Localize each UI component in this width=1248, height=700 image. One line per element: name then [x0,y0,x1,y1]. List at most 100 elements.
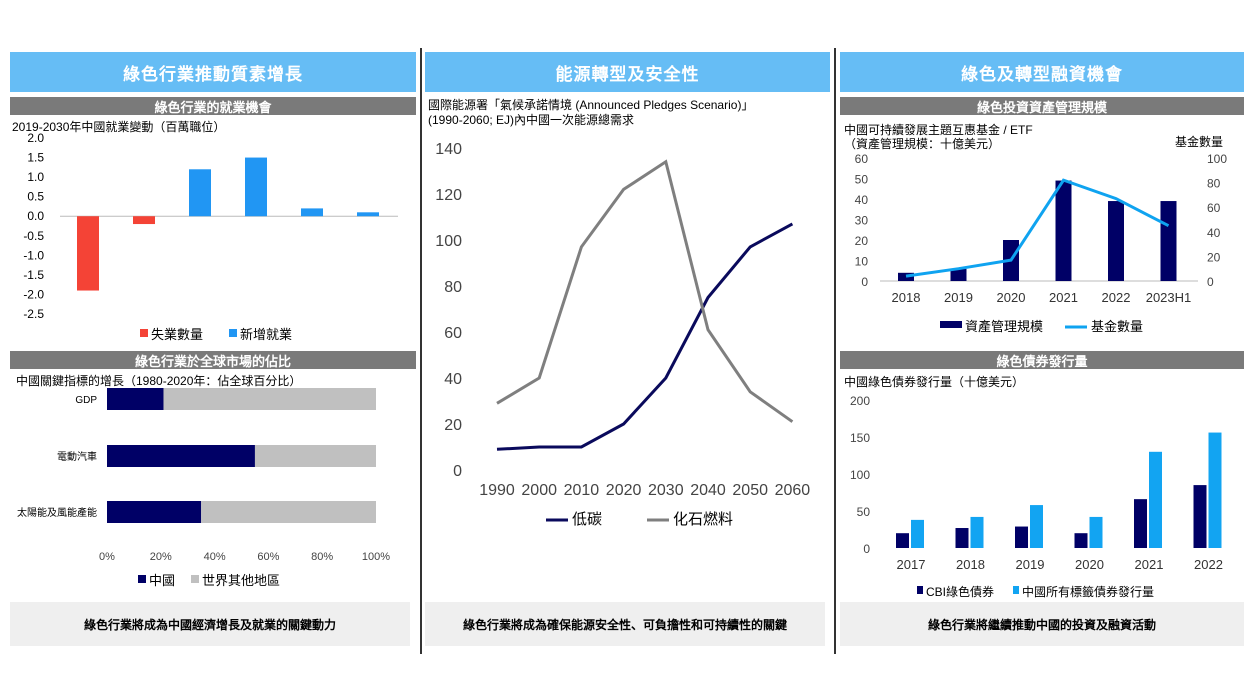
bar [1015,526,1028,548]
bar-segment [107,501,202,523]
bar [301,208,323,217]
y-tick-label: 0.5 [27,190,44,204]
y2-tick-label: 60 [1207,201,1221,215]
chart-caption-energy-2: (1990-2060; EJ)內中國一次能源總需求 [428,113,635,127]
x-tick-label: 2018 [892,290,921,305]
legend-label: 中國 [149,573,175,588]
x-tick-label: 2020 [997,290,1026,305]
bar [357,212,379,217]
legend-label: 化石燃料 [673,510,733,528]
chart-caption-jobs: 2019-2030年中國就業變動（百萬職位） [12,120,226,134]
bar [896,533,909,548]
bar-segment [163,388,376,410]
legend-swatch [140,329,148,337]
chart-caption-aum-2: （資產管理規模：十億美元） [844,137,1001,151]
category-label: 太陽能及風能產能 [17,506,97,519]
y-tick-label: 60 [444,325,462,342]
chart-caption-bonds: 中國綠色債券發行量（十億美元） [844,375,1025,389]
legend-label: 中國所有標籤債券發行量 [1022,584,1154,599]
bar [911,519,924,548]
bar [133,216,155,225]
x-tick-label: 0% [99,551,115,563]
right-axis-title: 基金數量 [1175,135,1224,149]
bar [950,268,967,281]
column-financing: 綠色及轉型融資機會 [840,52,1244,92]
column-energy: 能源轉型及安全性 [425,52,830,92]
bar [1208,432,1222,548]
x-tick-label: 2010 [564,482,600,499]
bar [1134,499,1147,548]
legend-label: 新增就業 [240,327,292,342]
x-tick-label: 2022 [1194,557,1223,572]
x-tick-label: 2019 [1016,557,1045,572]
y-tick-label: -2.0 [23,287,44,301]
y-tick-label: 40 [444,371,462,388]
column-header: 綠色行業推動質素增長 [10,52,416,92]
panel-subheader-aum: 綠色投資資產管理規模 [840,97,1244,115]
bar [1089,516,1103,548]
y2-tick-label: 0 [1207,275,1214,289]
y-tick-label: 1.0 [27,170,44,184]
column-header: 能源轉型及安全性 [425,52,830,92]
y-tick-label: 60 [855,152,869,166]
legend-label: 低碳 [572,511,602,528]
bar [1160,201,1177,281]
bar [1193,485,1207,548]
bar-segment [107,388,164,410]
y-tick-label: -0.5 [23,229,44,243]
column-footer-3: 綠色行業將繼續推動中國的投資及融資活動 [840,602,1244,646]
legend-swatch [138,575,146,583]
bar [970,516,984,548]
y-tick-label: 0 [453,463,462,480]
y-tick-label: 150 [850,431,870,445]
y-tick-label: 120 [435,187,462,204]
y-tick-label: 40 [855,193,869,207]
bar [1108,201,1124,281]
bar-segment [107,445,255,467]
y2-tick-label: 80 [1207,177,1221,191]
chart-caption-aum-1: 中國可持續發展主題互惠基金 / ETF [844,123,1033,137]
bar [898,272,914,281]
y-tick-label: 140 [435,141,462,158]
column-green-growth: 綠色行業推動質素增長 [10,52,416,92]
column-footer-2: 綠色行業將成為確保能源安全性、可負擔性和可持續性的關鍵 [425,602,825,646]
bar-segment [201,501,376,523]
legend-swatch [191,575,199,583]
chart-caption-global-share: 中國關鍵指標的增長（1980-2020年：佔全球百分比） [16,374,302,388]
legend-swatch [1013,586,1019,594]
x-tick-label: 2040 [690,482,726,499]
y-tick-label: -2.5 [23,307,44,321]
column-divider [834,48,836,654]
x-tick-label: 2017 [897,557,926,572]
series-line [496,159,794,423]
panel-subheader-jobs: 綠色行業的就業機會 [10,97,416,115]
y-tick-label: 100 [435,233,462,250]
x-tick-label: 1990 [479,482,515,499]
y-tick-label: 20 [855,234,869,248]
y-tick-label: 0.0 [27,209,44,223]
x-tick-label: 2018 [956,557,985,572]
x-tick-label: 2030 [648,482,684,499]
y-tick-label: 200 [850,394,870,408]
legend-label: 失業數量 [151,327,203,342]
x-tick-label: 80% [311,551,333,563]
bar [1055,180,1072,281]
category-label: 電動汽車 [57,450,97,463]
x-tick-label: 40% [204,551,226,563]
chart-bonds: 0 50 100 150 200 2017 2018 2019 2020 2021 2022 CBI綠… [850,394,1223,599]
legend-swatch [229,329,237,337]
y-tick-label: 2.0 [27,131,44,145]
legend-swatch [917,586,923,594]
y2-tick-label: 40 [1207,226,1221,240]
y-tick-label: -1.5 [23,268,44,282]
x-tick-label: 2020 [606,482,642,499]
y-tick-label: 0 [863,542,870,556]
bar [955,528,969,548]
panel-subheader-bonds: 綠色債券發行量 [840,351,1244,369]
x-tick-label: 60% [257,551,279,563]
y-tick-label: 1.5 [27,151,44,165]
chart-aum: 0 10 20 30 40 50 60 0 20 40 60 80 100 2018 2019 2020 202… [855,152,1228,334]
legend-label: 基金數量 [1091,319,1143,334]
